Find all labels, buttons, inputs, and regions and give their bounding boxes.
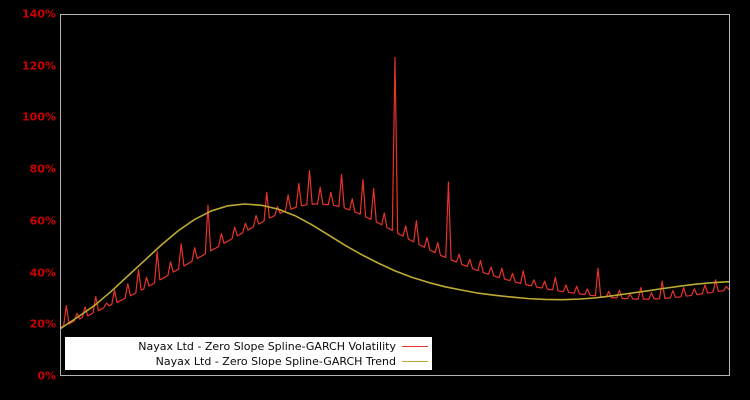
y-tick-label: 40%: [29, 266, 56, 280]
legend-entry-volatility: Nayax Ltd - Zero Slope Spline-GARCH Vola…: [65, 339, 428, 354]
legend-swatch-volatility: [402, 345, 428, 347]
y-tick-label: 140%: [22, 7, 56, 21]
plot-area: [60, 14, 730, 376]
legend-label-trend: Nayax Ltd - Zero Slope Spline-GARCH Tren…: [155, 354, 396, 368]
y-tick-label: 120%: [22, 59, 56, 73]
y-axis-tick-labels: 0% 20% 40% 60% 80% 100% 120% 140%: [0, 0, 56, 400]
y-tick-label: 60%: [29, 214, 56, 228]
chart-legend: Nayax Ltd - Zero Slope Spline-GARCH Vola…: [65, 337, 432, 370]
series-group-trend: [61, 203, 729, 329]
series-line-trend: [61, 203, 729, 329]
series-group-volatility: [61, 56, 729, 328]
y-tick-label: 100%: [22, 110, 56, 124]
y-tick-label: 80%: [29, 162, 56, 176]
series-line-volatility: [61, 56, 729, 328]
legend-label-volatility: Nayax Ltd - Zero Slope Spline-GARCH Vola…: [138, 339, 396, 353]
legend-entry-trend: Nayax Ltd - Zero Slope Spline-GARCH Tren…: [65, 354, 428, 369]
legend-swatch-trend: [402, 360, 428, 362]
chart-svg: [61, 56, 729, 329]
y-tick-label: 20%: [29, 317, 56, 331]
y-tick-label: 0%: [37, 369, 56, 383]
